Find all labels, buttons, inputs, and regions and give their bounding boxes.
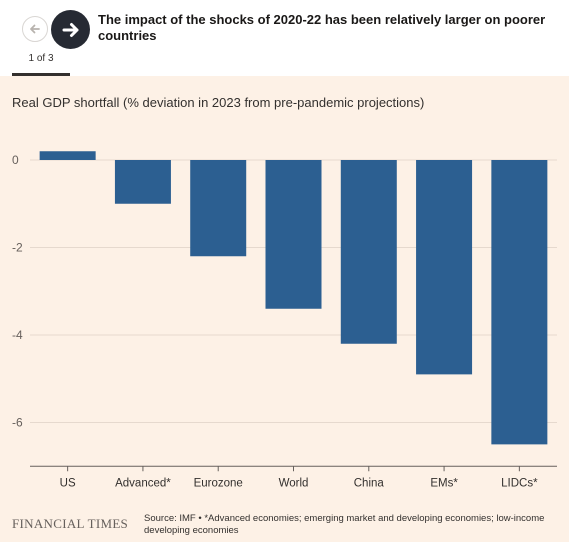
x-tick-label: LIDCs*: [501, 477, 538, 489]
ft-logo: FINANCIAL TIMES: [12, 516, 129, 531]
x-tick-label: US: [60, 477, 76, 489]
bar-ems: [416, 160, 473, 375]
bar-eurozone: [190, 160, 247, 257]
y-tick-label: 0: [12, 153, 19, 167]
x-tick-label: China: [354, 477, 385, 489]
bar-chart: 0 -2 -4 -6 US Advanced* Eurozone World China EMs*…: [12, 151, 557, 489]
y-tick-label: -2: [12, 241, 23, 255]
arrow-right-icon: [62, 22, 78, 37]
bar-advanced: [114, 160, 171, 204]
next-slide-button[interactable]: [51, 10, 90, 49]
source-note: Source: IMF • *Advanced economies; emerg…: [144, 513, 545, 536]
arrow-left-icon: [30, 24, 40, 34]
previous-slide-button[interactable]: [22, 16, 48, 42]
x-tick-label: Advanced*: [115, 477, 171, 489]
bar-world: [265, 160, 322, 309]
slide-title: The impact of the shocks of 2020-22 has …: [98, 12, 546, 43]
y-tick-label: -4: [12, 328, 23, 342]
bar-china: [340, 160, 397, 344]
bar-lidcs: [491, 160, 548, 445]
x-tick-label: World: [279, 477, 309, 489]
bar-us: [39, 151, 96, 160]
x-tick-label: EMs*: [430, 477, 458, 489]
chart-ylabel: Real GDP shortfall (% deviation in 2023 …: [12, 95, 425, 110]
active-slide-indicator: [12, 73, 70, 76]
x-tick-label: Eurozone: [194, 477, 243, 489]
slide-header: The impact of the shocks of 2020-22 has …: [0, 0, 569, 76]
y-tick-label: -6: [12, 416, 23, 430]
slide-counter: 1 of 3: [28, 53, 54, 64]
